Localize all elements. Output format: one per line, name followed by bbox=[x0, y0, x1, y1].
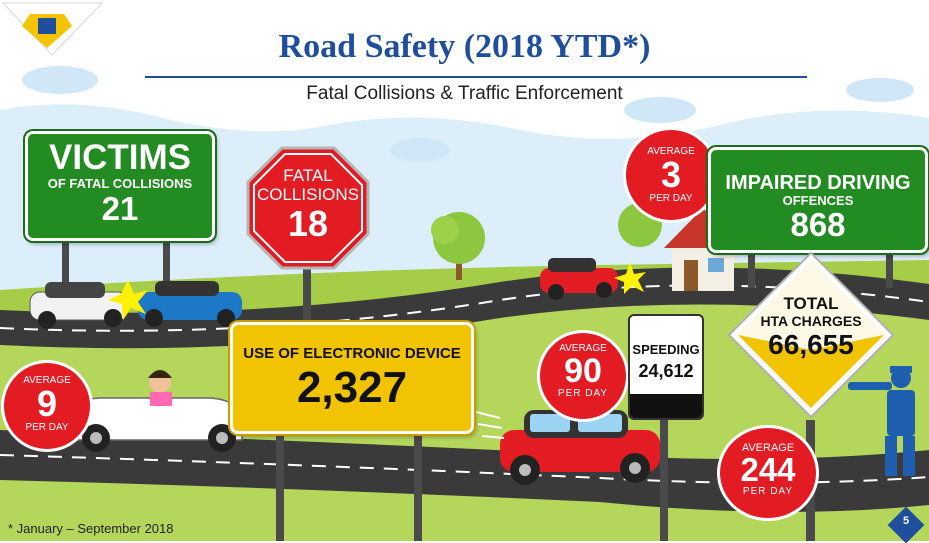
avg-hta-bottom: PER DAY bbox=[742, 486, 794, 497]
avg-device-bottom: PER DAY bbox=[25, 422, 69, 433]
impaired-sublabel: OFFENCES bbox=[782, 193, 854, 208]
speeding-label: SPEEDING bbox=[632, 342, 700, 357]
fatal-collisions-sign: FATAL COLLISIONS 18 bbox=[246, 166, 370, 244]
hta-label-1: TOTAL bbox=[783, 294, 839, 313]
cloud-shape bbox=[22, 66, 914, 162]
avg-hta-value: 244 bbox=[740, 451, 796, 488]
speeding-sign-band bbox=[630, 394, 702, 418]
speeding-value: 24,612 bbox=[638, 361, 694, 381]
avg-device-top: AVERAGE bbox=[23, 375, 71, 386]
avg-device-value: 9 bbox=[36, 383, 58, 424]
avg-device-badge: AVERAGE 9 PER DAY bbox=[4, 363, 90, 449]
electronic-value: 2,327 bbox=[296, 363, 408, 412]
impaired-label: IMPAIRED DRIVING bbox=[725, 172, 911, 194]
stop-sign-shape bbox=[246, 146, 370, 270]
lower-road bbox=[0, 430, 929, 512]
electronic-label: USE OF ELECTRONIC DEVICE bbox=[243, 345, 461, 362]
avg-speed-value: 90 bbox=[564, 352, 602, 390]
fatal-label-1: FATAL bbox=[283, 166, 333, 185]
hta-label-2: HTA CHARGES bbox=[760, 313, 862, 329]
avg-speed-top: AVERAGE bbox=[559, 343, 607, 354]
electronic-device-sign: USE OF ELECTRONIC DEVICE 2,327 bbox=[230, 322, 474, 434]
speed-lines bbox=[475, 411, 505, 439]
avg-hta-badge: AVERAGE 244 PER DAY bbox=[720, 428, 816, 518]
avg-fatal-bottom: PER DAY bbox=[649, 193, 693, 204]
small-red-car-icon bbox=[540, 258, 618, 300]
avg-fatal-value: 3 bbox=[660, 154, 682, 195]
speeding-sign: SPEEDING 24,612 bbox=[628, 314, 704, 420]
crash-star-icon bbox=[108, 280, 148, 320]
avg-hta-top: AVERAGE bbox=[741, 442, 795, 454]
victims-value: 21 bbox=[101, 190, 139, 227]
impaired-driving-sign: IMPAIRED DRIVING OFFENCES 868 bbox=[708, 147, 928, 253]
red-car-icon bbox=[500, 410, 660, 485]
page-number: 5 bbox=[902, 515, 910, 527]
blue-car-icon bbox=[138, 281, 242, 327]
avg-fatal-top: AVERAGE bbox=[647, 146, 695, 157]
hta-value: 66,655 bbox=[768, 329, 854, 360]
title-underline bbox=[145, 76, 807, 78]
fatal-label-2: COLLISIONS bbox=[256, 185, 360, 204]
page-subtitle: Fatal Collisions & Traffic Enforcement bbox=[306, 83, 623, 104]
white-car-icon bbox=[29, 282, 129, 329]
avg-speed-badge: AVERAGE 90 PER DAY bbox=[540, 333, 626, 419]
footnote: * January – September 2018 bbox=[8, 521, 174, 536]
convertible-car-icon bbox=[67, 370, 243, 452]
hta-charges-sign: TOTAL HTA CHARGES 66,655 bbox=[736, 294, 886, 360]
victims-sublabel: OF FATAL COLLISIONS bbox=[47, 176, 193, 191]
hta-diamond-shape bbox=[727, 251, 895, 419]
avg-fatal-badge: AVERAGE 3 PER DAY bbox=[626, 130, 716, 220]
victims-label: VICTIMS bbox=[49, 138, 191, 177]
avg-speed-bottom: PER DAY bbox=[557, 388, 609, 399]
tree-icon bbox=[431, 203, 662, 280]
crash-star-icon bbox=[614, 262, 646, 294]
impaired-value: 868 bbox=[790, 206, 846, 243]
victims-sign: VICTIMS OF FATAL COLLISIONS 21 bbox=[25, 131, 215, 241]
page-title: Road Safety (2018 YTD*) bbox=[278, 28, 651, 65]
fatal-value: 18 bbox=[287, 203, 329, 244]
police-officer-icon bbox=[848, 366, 915, 476]
